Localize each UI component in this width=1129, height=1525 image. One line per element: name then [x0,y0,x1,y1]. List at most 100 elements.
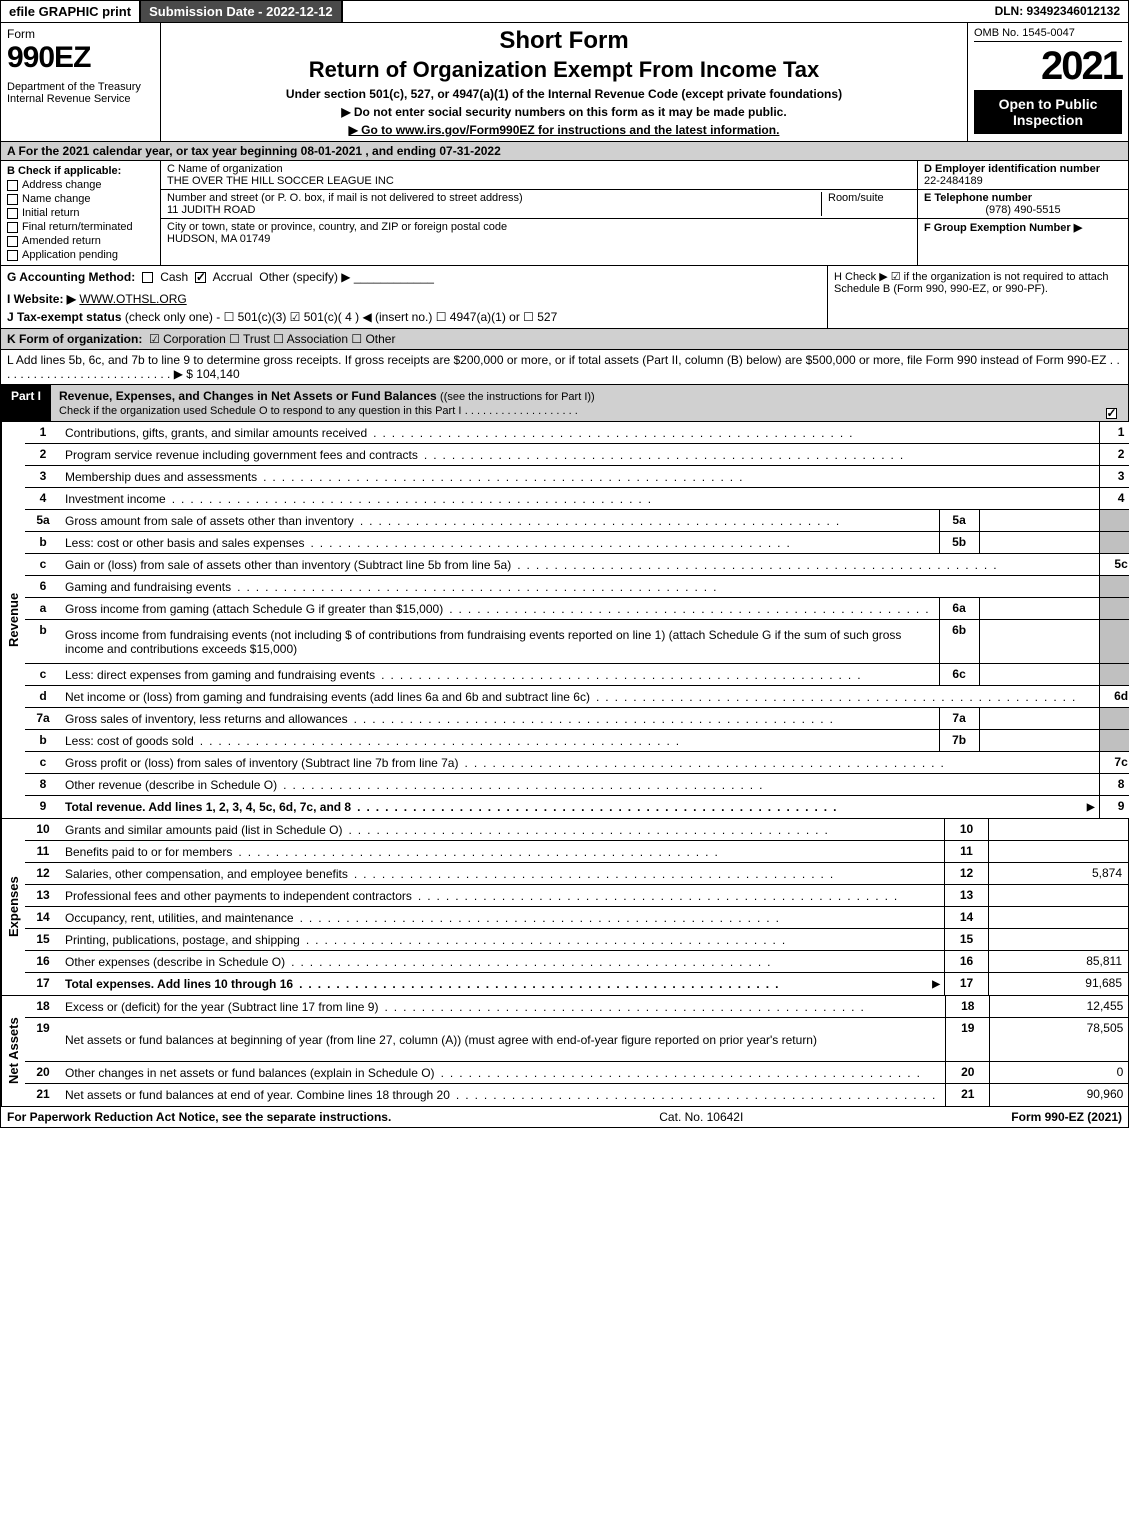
line-ref [1099,730,1129,751]
line-number: 8 [25,774,61,795]
line-text: Gross profit or (loss) from sales of inv… [61,752,1099,773]
line-5a: 5aGross amount from sale of assets other… [25,510,1129,532]
chk-label: Address change [22,179,102,191]
part-1-header: Part I Revenue, Expenses, and Changes in… [0,385,1129,422]
checkbox-icon[interactable] [7,194,18,205]
department: Department of the Treasury Internal Reve… [7,81,154,105]
irs-link-note[interactable]: ▶ Go to www.irs.gov/Form990EZ for instru… [171,123,957,137]
checkbox-icon[interactable] [195,272,206,283]
footer-left: For Paperwork Reduction Act Notice, see … [7,1110,391,1124]
line-9: 9Total revenue. Add lines 1, 2, 3, 4, 5c… [25,796,1129,818]
line-amount [988,885,1128,906]
line-text: Other revenue (describe in Schedule O)..… [61,774,1099,795]
line-text: Occupancy, rent, utilities, and maintena… [61,907,944,928]
line-ref: 17 [944,973,988,995]
checkbox-icon[interactable] [7,250,18,261]
line-text: Professional fees and other payments to … [61,885,944,906]
line-number: 3 [25,466,61,487]
k-options: ☑ Corporation ☐ Trust ☐ Association ☐ Ot… [149,332,395,346]
l-text: L Add lines 5b, 6c, and 7b to line 9 to … [7,353,1106,367]
form-word: Form [7,27,154,41]
line-ref: 8 [1099,774,1129,795]
chk-initial-return[interactable]: Initial return [7,207,154,219]
e-phone-label: E Telephone number [924,192,1122,204]
checkbox-icon[interactable] [7,180,18,191]
col-de-ids: D Employer identification number 22-2484… [918,161,1128,265]
line-number: 7a [25,708,61,729]
chk-final-return[interactable]: Final return/terminated [7,221,154,233]
line-text: Gross income from gaming (attach Schedul… [61,598,939,619]
j-label: J Tax-exempt status [7,310,122,324]
line-number: 18 [25,996,61,1017]
f-group-label: F Group Exemption Number ▶ [924,221,1122,234]
efile-label[interactable]: efile GRAPHIC print [1,1,141,22]
header-right: OMB No. 1545-0047 2021 Open to Public In… [968,23,1128,141]
checkbox-icon[interactable] [7,208,18,219]
g-label: G Accounting Method: [7,270,135,284]
row-l-gross-receipts: L Add lines 5b, 6c, and 7b to line 9 to … [0,350,1129,385]
checkbox-icon[interactable] [142,272,153,283]
line-text: Printing, publications, postage, and shi… [61,929,944,950]
irs-link[interactable]: ▶ Go to www.irs.gov/Form990EZ for instru… [349,123,780,137]
line-text: Gaming and fundraising events...........… [61,576,1099,597]
line-text: Other changes in net assets or fund bala… [61,1062,945,1083]
block-gh: G Accounting Method: Cash Accrual Other … [0,266,1129,329]
line-text: Net assets or fund balances at beginning… [61,1018,945,1061]
line-6: 6Gaming and fundraising events..........… [25,576,1129,598]
line-number: 5a [25,510,61,531]
line-text: Program service revenue including govern… [61,444,1099,465]
line-amount: 5,874 [988,863,1128,884]
line-number: 12 [25,863,61,884]
line-20: 20Other changes in net assets or fund ba… [25,1062,1129,1084]
org-street: 11 JUDITH ROAD [167,204,821,216]
chk-label: Name change [22,193,91,205]
line-ref [1099,532,1129,553]
chk-amended-return[interactable]: Amended return [7,235,154,247]
line-ref [1099,510,1129,531]
line-7a: 7aGross sales of inventory, less returns… [25,708,1129,730]
line-ref: 6d [1099,686,1129,707]
b-label: B Check if applicable: [7,165,154,177]
checkbox-icon[interactable] [1106,408,1117,419]
line-number: 9 [25,796,61,818]
line-text: Total revenue. Add lines 1, 2, 3, 4, 5c,… [61,796,1099,818]
chk-name-change[interactable]: Name change [7,193,154,205]
org-name: THE OVER THE HILL SOCCER LEAGUE INC [167,175,911,187]
header-center: Short Form Return of Organization Exempt… [161,23,968,141]
line-text: Net income or (loss) from gaming and fun… [61,686,1099,707]
sub-value [979,708,1099,729]
opt-accrual: Accrual [213,270,253,284]
line-c: cLess: direct expenses from gaming and f… [25,664,1129,686]
line-number: 13 [25,885,61,906]
website-value[interactable]: WWW.OTHSL.ORG [79,292,186,306]
sub-value [979,532,1099,553]
chk-application-pending[interactable]: Application pending [7,249,154,261]
dln: DLN: 93492346012132 [987,1,1128,22]
line-amount [988,841,1128,862]
checkbox-icon[interactable] [7,236,18,247]
line-text: Salaries, other compensation, and employ… [61,863,944,884]
line-ref [1099,620,1129,663]
chk-address-change[interactable]: Address change [7,179,154,191]
sub-ref: 7b [939,730,979,751]
line-text: Less: cost of goods sold................… [61,730,939,751]
opt-cash: Cash [160,270,188,284]
ein-value: 22-2484189 [924,175,1122,187]
checkbox-icon[interactable] [7,222,18,233]
row-a-tax-year: A For the 2021 calendar year, or tax yea… [0,142,1129,161]
col-h-schedule-b: H Check ▶ ☑ if the organization is not r… [828,266,1128,328]
line-number: 6 [25,576,61,597]
sub-ref: 6a [939,598,979,619]
line-number: b [25,532,61,553]
line-3: 3Membership dues and assessments........… [25,466,1129,488]
topbar-spacer [343,1,987,22]
line-number: 11 [25,841,61,862]
line-text: Gross amount from sale of assets other t… [61,510,939,531]
line-number: 21 [25,1084,61,1106]
line-amount: 0 [989,1062,1129,1083]
line-text: Contributions, gifts, grants, and simila… [61,422,1099,443]
line-19: 19Net assets or fund balances at beginni… [25,1018,1129,1062]
chk-label: Application pending [22,249,118,261]
revenue-lines: 1Contributions, gifts, grants, and simil… [25,422,1129,818]
l-value: ▶ $ 104,140 [174,367,240,381]
